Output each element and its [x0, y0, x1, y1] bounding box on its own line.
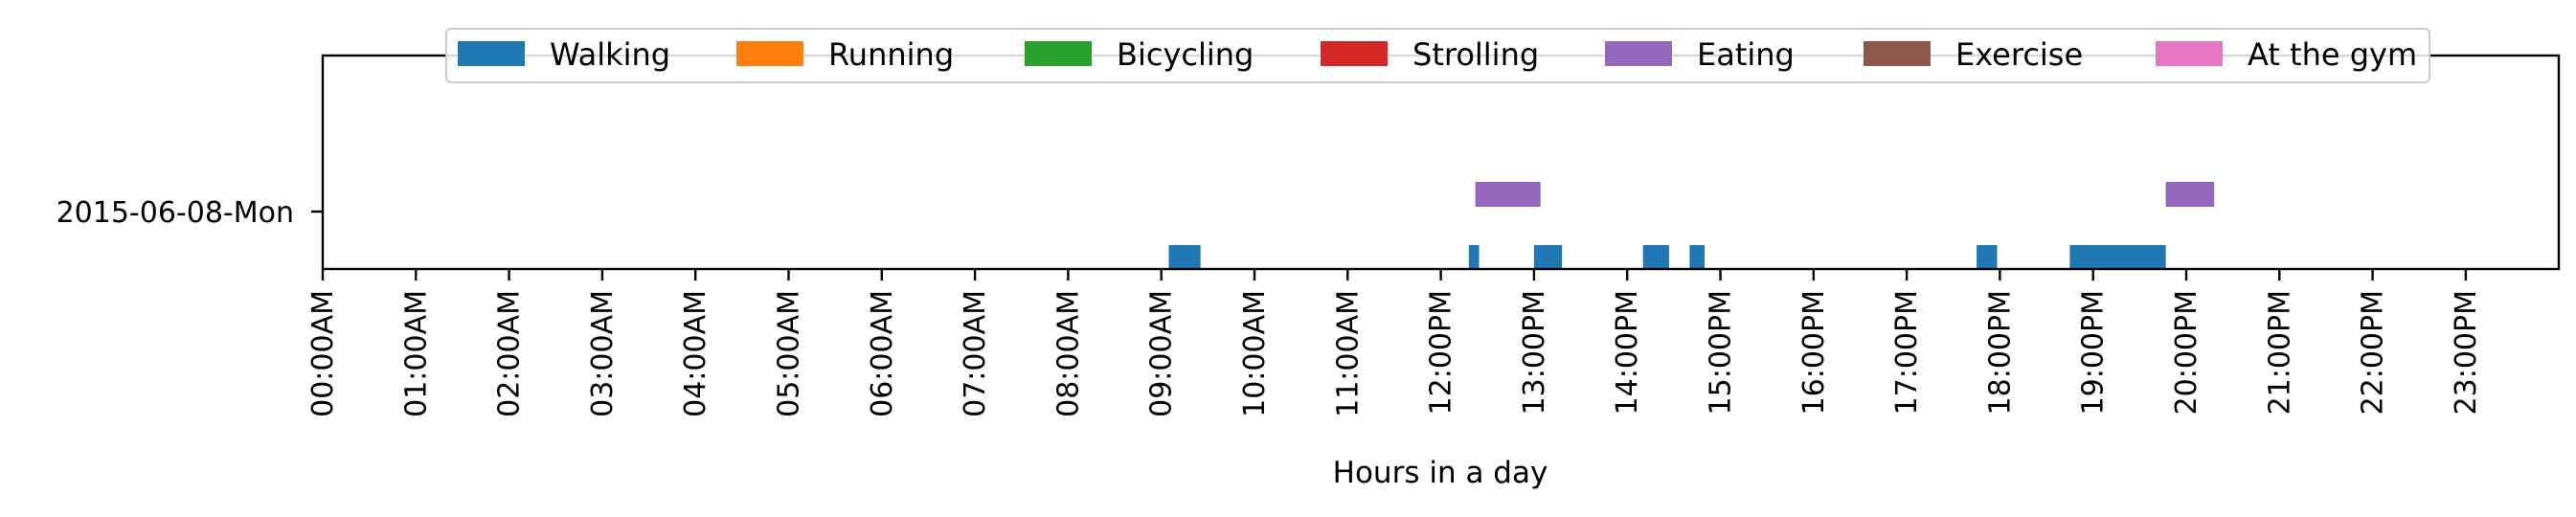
legend-label: Eating	[1697, 36, 1795, 73]
segment-walking	[1533, 245, 1563, 269]
segment-walking	[1168, 245, 1201, 269]
segment-walking	[2069, 245, 2166, 269]
activity-segments	[1168, 182, 2215, 269]
x-tick-label: 15:00PM	[1705, 290, 1738, 415]
x-tick-label: 12:00PM	[1425, 290, 1458, 415]
legend-swatch-eating	[1605, 41, 1672, 66]
x-tick-label: 20:00PM	[2170, 290, 2203, 415]
segment-walking	[1642, 245, 1669, 269]
legend-label: Exercise	[1955, 36, 2083, 73]
x-tick-label: 22:00PM	[2357, 290, 2390, 415]
x-tick-label: 04:00AM	[679, 290, 712, 417]
legend-label: Strolling	[1412, 36, 1539, 73]
segment-walking	[1977, 245, 1998, 269]
legend-swatch-running	[736, 41, 803, 66]
x-tick-label: 14:00PM	[1611, 290, 1644, 415]
legend-label: Walking	[550, 36, 670, 73]
x-tick-label: 18:00PM	[1983, 290, 2017, 415]
legend-swatch-bicycling	[1025, 41, 1092, 66]
x-tick-label: 23:00PM	[2450, 290, 2483, 415]
legend-swatch-at-the-gym	[2156, 41, 2223, 66]
x-tick-label: 01:00AM	[399, 290, 433, 417]
legend-swatch-exercise	[1864, 41, 1931, 66]
x-tick-label: 08:00AM	[1051, 290, 1085, 417]
y-tick-label: 2015-06-08-Mon	[56, 196, 294, 230]
x-tick-label: 11:00AM	[1331, 290, 1365, 417]
x-tick-label: 17:00PM	[1890, 290, 1924, 415]
x-tick-label: 03:00AM	[586, 290, 620, 417]
legend-swatch-strolling	[1321, 41, 1388, 66]
x-tick-label: 13:00PM	[1518, 290, 1551, 415]
legend-swatch-walking	[458, 41, 525, 66]
x-tick-label: 07:00AM	[959, 290, 992, 417]
segment-eating	[2165, 182, 2215, 207]
legend: Walking Running Bicycling Strolling Eating Ex…	[445, 28, 2430, 83]
legend-label: Running	[828, 36, 954, 73]
x-tick-label: 06:00AM	[866, 290, 899, 417]
y-axis: 2015-06-08-Mon	[56, 196, 323, 230]
x-tick-label: 00:00AM	[306, 290, 340, 417]
segment-walking	[1468, 245, 1480, 269]
x-tick-label: 09:00AM	[1145, 290, 1179, 417]
x-tick-label: 02:00AM	[493, 290, 527, 417]
legend-label: At the gym	[2248, 36, 2417, 73]
x-tick-label: 10:00AM	[1238, 290, 1272, 417]
legend-label: Bicycling	[1117, 36, 1254, 73]
legend-box	[445, 28, 2430, 83]
x-axis-label: Hours in a day	[1333, 456, 1548, 490]
x-tick-label: 16:00PM	[1797, 290, 1831, 415]
x-tick-label: 05:00AM	[773, 290, 806, 417]
x-tick-label: 19:00PM	[2077, 290, 2111, 415]
segment-walking	[1689, 245, 1705, 269]
x-tick-label: 21:00PM	[2263, 290, 2296, 415]
segment-eating	[1475, 182, 1541, 207]
x-axis: 00:00AM 01:00AM 02:00AM 03:00AM 04:00AM 05:00…	[306, 269, 2483, 417]
